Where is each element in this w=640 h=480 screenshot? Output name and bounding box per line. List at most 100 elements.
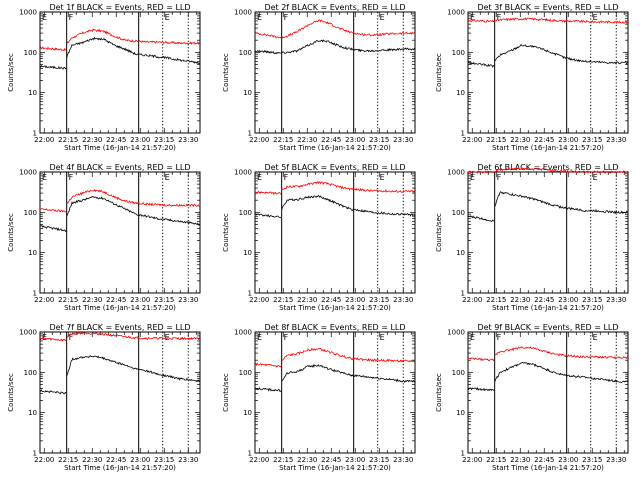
lld-series-line: [467, 19, 495, 23]
x-tick-label: 23:15: [154, 456, 174, 464]
lld-series-line: [281, 19, 416, 39]
x-tick-label: 22:45: [106, 456, 126, 464]
y-tick-label: 10: [243, 249, 252, 257]
x-tick-label: 22:45: [321, 456, 341, 464]
events-series-line: [66, 195, 200, 226]
lld-series-line: [467, 357, 495, 362]
x-tick-label: 22:30: [297, 456, 317, 464]
lld-series-line: [281, 347, 416, 363]
y-tick-label: 100: [24, 49, 37, 57]
x-axis-label: Start Time (16-Jan-14 21:57:20): [64, 464, 176, 472]
time-marker-label: F: [497, 173, 502, 182]
x-tick-label: 23:15: [154, 296, 174, 304]
time-marker-label: E: [380, 333, 385, 342]
events-series-line: [281, 363, 416, 383]
events-series-line: [39, 64, 67, 70]
x-tick-label: 22:00: [249, 456, 269, 464]
x-tick-label: 22:15: [486, 456, 506, 464]
x-axis-label: Start Time (16-Jan-14 21:57:20): [279, 464, 391, 472]
x-tick-label: 23:15: [369, 456, 389, 464]
x-tick-label: 22:45: [534, 296, 554, 304]
x-tick-label: 22:30: [82, 456, 102, 464]
y-axis-label: Counts/sec: [7, 53, 15, 92]
x-tick-label: 23:15: [369, 296, 389, 304]
time-marker-label: E: [257, 13, 262, 22]
y-tick-label: 100: [239, 209, 252, 217]
y-tick-label: 1000: [19, 329, 37, 337]
y-tick-label: 100: [452, 209, 465, 217]
x-axis-label: Start Time (16-Jan-14 21:57:20): [492, 144, 604, 152]
plot-frame: [254, 11, 416, 134]
events-series-line: [281, 194, 416, 217]
y-tick-label: 100: [239, 49, 252, 57]
x-tick-label: 22:45: [534, 456, 554, 464]
x-axis-label: Start Time (16-Jan-14 21:57:20): [64, 304, 176, 312]
x-tick-label: 22:15: [58, 136, 78, 144]
y-tick-label: 100: [452, 369, 465, 377]
x-tick-label: 22:30: [510, 136, 530, 144]
y-tick-label: 1: [461, 450, 465, 458]
events-series-line: [494, 361, 629, 383]
panel-title: Det 6f BLACK = Events, RED = LLD: [477, 163, 618, 172]
events-series-line: [39, 225, 67, 233]
x-axis-label: Start Time (16-Jan-14 21:57:20): [64, 144, 176, 152]
x-axis-label: Start Time (16-Jan-14 21:57:20): [279, 304, 391, 312]
time-marker-label: E: [593, 173, 598, 182]
y-axis-label: Counts/sec: [7, 213, 15, 252]
x-tick-label: 22:45: [321, 136, 341, 144]
time-marker-label: E: [380, 173, 385, 182]
lld-series-line: [39, 208, 67, 213]
x-tick-label: 22:45: [106, 296, 126, 304]
time-marker-label: E: [257, 333, 262, 342]
y-tick-label: 1000: [234, 169, 252, 177]
events-series-line: [254, 386, 282, 392]
plot-frame: [467, 171, 629, 294]
x-tick-label: 23:30: [393, 136, 413, 144]
x-tick-label: 23:00: [130, 456, 150, 464]
time-marker-label: F: [497, 333, 502, 342]
time-marker-label: E: [593, 13, 598, 22]
x-tick-label: 22:15: [58, 456, 78, 464]
y-tick-label: 1: [33, 290, 37, 298]
x-tick-label: 22:45: [106, 136, 126, 144]
time-marker-label: F: [284, 13, 289, 22]
y-axis-label: Counts/sec: [222, 53, 230, 92]
plot-frame: [39, 11, 201, 134]
y-tick-label: 1000: [447, 9, 465, 17]
x-tick-label: 22:15: [273, 296, 293, 304]
x-tick-label: 23:15: [582, 456, 602, 464]
lld-series-line: [467, 170, 495, 174]
lld-series-line: [254, 32, 282, 39]
y-tick-label: 1: [248, 450, 252, 458]
panel-title: Det 9f BLACK = Events, RED = LLD: [477, 323, 618, 332]
time-marker-label: F: [69, 173, 74, 182]
y-axis-label: Counts/sec: [222, 213, 230, 252]
x-tick-label: 22:00: [249, 136, 269, 144]
panel-title: Det 7f BLACK = Events, RED = LLD: [49, 323, 190, 332]
x-tick-label: 22:15: [273, 456, 293, 464]
time-marker-label: F: [69, 333, 74, 342]
y-tick-label: 100: [24, 369, 37, 377]
x-tick-label: 22:00: [34, 136, 54, 144]
y-tick-label: 1: [461, 130, 465, 138]
events-series-line: [494, 43, 629, 65]
time-marker-label: E: [593, 333, 598, 342]
plot-frame: [39, 331, 201, 454]
x-tick-label: 23:30: [178, 136, 198, 144]
x-tick-label: 23:15: [582, 136, 602, 144]
y-tick-label: 10: [456, 249, 465, 257]
x-tick-label: 22:15: [273, 136, 293, 144]
time-marker-label: F: [284, 173, 289, 182]
time-marker-label: E: [42, 333, 47, 342]
x-axis-label: Start Time (16-Jan-14 21:57:20): [279, 144, 391, 152]
y-tick-label: 10: [28, 89, 37, 97]
time-marker-label: E: [165, 13, 170, 22]
y-axis-label: Counts/sec: [435, 373, 443, 412]
y-tick-label: 1: [33, 450, 37, 458]
panel-title: Det 2f BLACK = Events, RED = LLD: [264, 3, 405, 12]
x-tick-label: 22:00: [462, 456, 482, 464]
x-tick-label: 23:30: [178, 296, 198, 304]
x-tick-label: 22:30: [82, 296, 102, 304]
y-tick-label: 1000: [19, 169, 37, 177]
panel-title: Det 4f BLACK = Events, RED = LLD: [49, 163, 190, 172]
